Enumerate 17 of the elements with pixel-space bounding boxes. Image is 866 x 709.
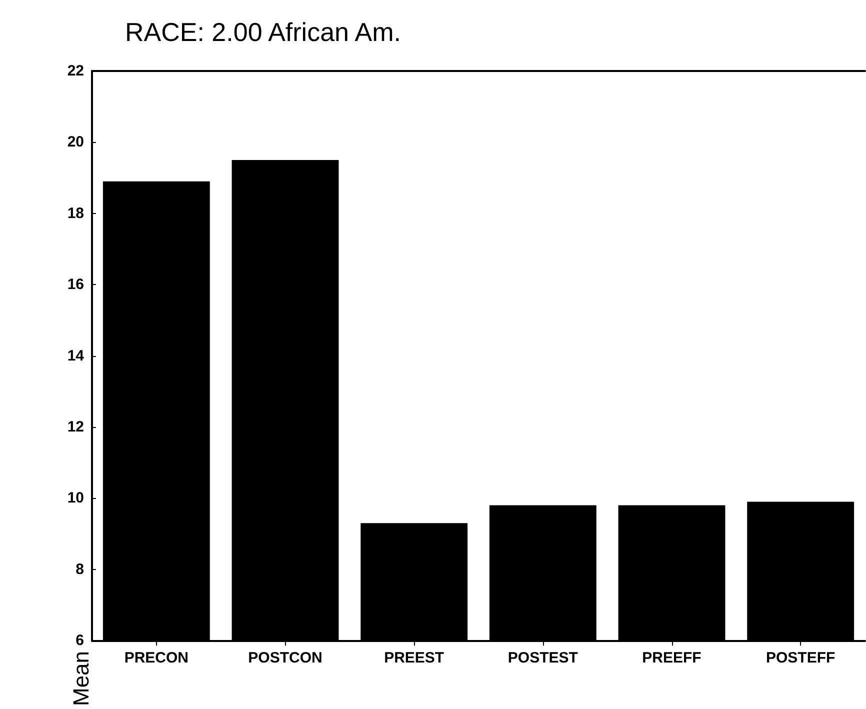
y-tick-label: 8: [76, 560, 84, 578]
y-tick-label: 20: [67, 134, 84, 151]
y-tick-label: 14: [67, 347, 85, 364]
y-tick-label: 16: [67, 276, 84, 294]
x-tick-label: PRECON: [124, 650, 189, 667]
x-tick-label: POSTCON: [248, 650, 322, 667]
x-tick-label: PREEST: [384, 650, 444, 667]
x-tick-label: POSTEST: [508, 650, 578, 667]
y-tick-label: 18: [67, 204, 84, 222]
x-tick-label: PREEFF: [642, 650, 702, 667]
y-tick-label: 12: [67, 418, 84, 436]
x-tick-label: POSTEFF: [766, 650, 836, 667]
chart-title: RACE: 2.00 African Am.: [125, 17, 402, 47]
y-tick-label: 6: [76, 632, 84, 650]
y-tick-label: 22: [67, 62, 84, 80]
y-axis-title: Mean: [68, 650, 94, 706]
y-tick-label: 10: [67, 490, 84, 507]
